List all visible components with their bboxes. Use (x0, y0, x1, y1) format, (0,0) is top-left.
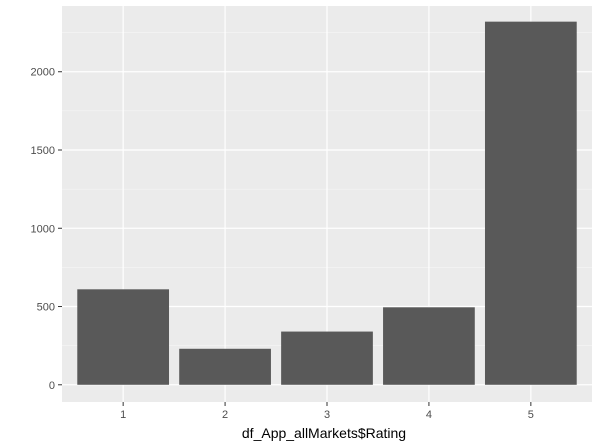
x-tick-label: 4 (426, 409, 432, 421)
x-axis-title: df_App_allMarkets$Rating (242, 425, 406, 441)
x-tick-label: 5 (528, 409, 534, 421)
bar (179, 348, 271, 385)
y-axis: 0 500 1000 1500 2000 (31, 67, 62, 392)
y-tick-label: 500 (37, 302, 55, 314)
bar (281, 331, 373, 385)
bar (383, 307, 475, 385)
y-tick-label: 2000 (31, 67, 55, 79)
x-tick-label: 3 (324, 409, 330, 421)
y-tick-label: 1500 (31, 145, 55, 157)
bar (77, 289, 170, 385)
bars (77, 21, 577, 385)
x-axis: 1 2 3 4 5 (120, 402, 534, 421)
y-tick-label: 0 (49, 380, 55, 392)
bar (484, 21, 577, 385)
y-tick-label: 1000 (31, 223, 55, 235)
x-tick-label: 2 (222, 409, 228, 421)
x-tick-label: 1 (120, 409, 126, 421)
